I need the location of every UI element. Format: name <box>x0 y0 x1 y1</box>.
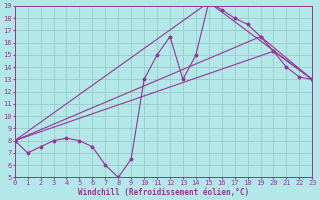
X-axis label: Windchill (Refroidissement éolien,°C): Windchill (Refroidissement éolien,°C) <box>78 188 249 197</box>
